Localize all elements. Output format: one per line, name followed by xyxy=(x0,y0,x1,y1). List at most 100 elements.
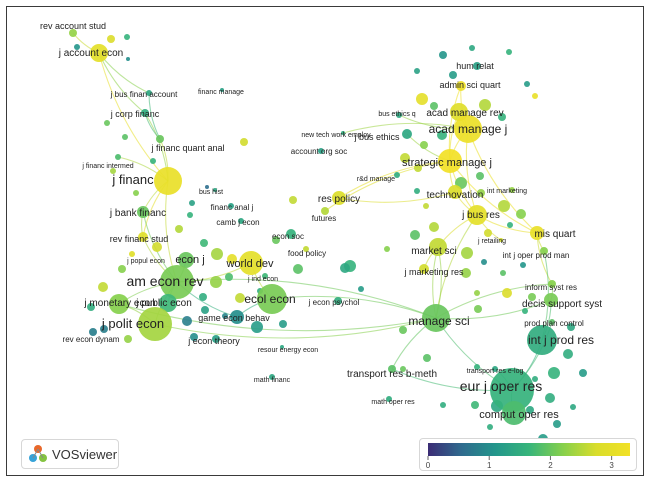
minor-node-22[interactable] xyxy=(199,293,207,301)
node-int-marketing[interactable] xyxy=(509,187,515,193)
minor-node-26[interactable] xyxy=(251,321,263,333)
node-label-j-econ-psychol[interactable]: j econ psychol xyxy=(308,298,360,307)
minor-node-47[interactable] xyxy=(430,102,438,110)
node-j-bank-financ[interactable] xyxy=(137,206,149,218)
node-label-transport-res-b-meth[interactable]: transport res b-meth xyxy=(347,369,437,380)
minor-node-3[interactable] xyxy=(126,57,130,61)
node-econ-soc[interactable] xyxy=(286,229,296,239)
node-label-strategic-manage-j[interactable]: strategic manage j xyxy=(402,157,492,169)
minor-node-74[interactable] xyxy=(474,305,482,313)
node-label-j-financ-quant-anal[interactable]: j financ quant anal xyxy=(150,143,224,153)
minor-node-28[interactable] xyxy=(222,313,228,319)
minor-node-58[interactable] xyxy=(516,209,526,219)
minor-node-11[interactable] xyxy=(187,212,193,218)
node-label-new-tech-work-employ[interactable]: new tech work employ xyxy=(301,132,371,139)
minor-node-84[interactable] xyxy=(526,406,534,414)
node-j-bus-res[interactable] xyxy=(467,205,487,225)
minor-node-29[interactable] xyxy=(293,264,303,274)
node-transport-res-b-meth[interactable] xyxy=(388,365,396,373)
minor-node-68[interactable] xyxy=(500,270,506,276)
minor-node-12[interactable] xyxy=(175,225,183,233)
node-food-policy[interactable] xyxy=(303,246,309,252)
node-label-hum-relat[interactable]: hum relat xyxy=(456,61,494,71)
minor-node-43[interactable] xyxy=(506,49,512,55)
minor-node-1[interactable] xyxy=(124,34,130,40)
node-label-eur-j-oper-res[interactable]: eur j oper res xyxy=(460,378,542,394)
minor-node-63[interactable] xyxy=(410,230,420,240)
minor-node-50[interactable] xyxy=(437,130,447,140)
minor-node-87[interactable] xyxy=(570,404,576,410)
node-label-econ-j[interactable]: econ j xyxy=(175,254,204,266)
node-label-r-d-manage[interactable]: r&d manage xyxy=(357,176,395,183)
minor-node-83[interactable] xyxy=(545,393,555,403)
minor-node-27[interactable] xyxy=(279,320,287,328)
node-prod-plan-control[interactable] xyxy=(549,319,555,325)
minor-node-35[interactable] xyxy=(240,138,248,146)
network-map[interactable]: rev account stud j account econ j bus fina… xyxy=(7,7,643,475)
minor-node-14[interactable] xyxy=(200,239,208,247)
node-hum-relat[interactable] xyxy=(473,62,481,70)
node-label-j-monetary-econ[interactable]: j monetary econ xyxy=(83,298,155,309)
node-label-camb-j-econ[interactable]: camb j econ xyxy=(216,218,259,227)
node-label-int-marketing[interactable]: int marketing xyxy=(487,188,527,195)
minor-node-52[interactable] xyxy=(400,153,410,163)
node-j-ind-econ[interactable] xyxy=(262,273,268,279)
node-label-futures[interactable]: futures xyxy=(312,214,336,223)
minor-node-42[interactable] xyxy=(469,45,475,51)
node-eur-j-oper-res[interactable] xyxy=(490,368,534,412)
node-label-j-popul-econ[interactable]: j popul econ xyxy=(126,258,165,265)
minor-node-75[interactable] xyxy=(567,323,575,331)
minor-node-55[interactable] xyxy=(476,172,484,180)
node-ecol-econ[interactable] xyxy=(257,284,287,314)
node-int-j-oper-prod-man[interactable] xyxy=(540,247,548,255)
node-label-bus-hist[interactable]: bus hist xyxy=(199,189,223,196)
node-strategic-manage-j[interactable] xyxy=(438,149,462,173)
minor-node-81[interactable] xyxy=(471,401,479,409)
node-label-j-retailing[interactable]: j retailing xyxy=(477,238,506,245)
node-label-j-public-econ[interactable]: j public econ xyxy=(135,298,192,309)
node-label-inform-syst-res[interactable]: inform syst res xyxy=(525,283,577,292)
node-financ-manage[interactable] xyxy=(220,88,224,92)
node-label-food-policy[interactable]: food policy xyxy=(288,249,326,258)
node-mis-quart[interactable] xyxy=(530,226,544,240)
minor-node-21[interactable] xyxy=(182,316,192,326)
minor-node-30[interactable] xyxy=(272,236,280,244)
node-j-bus-finan-account[interactable] xyxy=(146,90,152,96)
node-label-j-account-econ[interactable]: j account econ xyxy=(58,48,124,59)
minor-node-32[interactable] xyxy=(225,273,233,281)
minor-node-66[interactable] xyxy=(461,268,471,278)
minor-node-90[interactable] xyxy=(487,424,493,430)
minor-node-71[interactable] xyxy=(528,293,536,301)
node-label-rev-account-stud[interactable]: rev account stud xyxy=(40,21,106,31)
minor-node-64[interactable] xyxy=(423,203,429,209)
minor-node-65[interactable] xyxy=(461,247,473,259)
minor-node-7[interactable] xyxy=(110,168,116,174)
minor-node-59[interactable] xyxy=(507,222,513,228)
minor-node-4[interactable] xyxy=(104,120,110,126)
node-label-int-j-oper-prod-man[interactable]: int j oper prod man xyxy=(503,251,570,260)
minor-node-17[interactable] xyxy=(98,282,108,292)
node-transport-res-e-log[interactable] xyxy=(492,366,498,372)
minor-node-8[interactable] xyxy=(133,190,139,196)
node-label-j-bank-financ[interactable]: j bank financ xyxy=(109,208,166,219)
node-manage-sci[interactable] xyxy=(422,304,450,332)
node-new-tech-work-employ[interactable] xyxy=(341,131,345,135)
node-bus-ethics-q[interactable] xyxy=(396,112,402,118)
node-label-decis-support-syst[interactable]: decis support syst xyxy=(522,299,602,310)
node-label-resour-energy-econ[interactable]: resour energy econ xyxy=(258,347,318,354)
node-financ-anal-j[interactable] xyxy=(228,203,234,209)
node-label-j-ind-econ[interactable]: j ind econ xyxy=(247,276,278,283)
node-label-financ-anal-j[interactable]: financ anal j xyxy=(211,203,254,212)
minor-node-13[interactable] xyxy=(152,242,162,252)
node-inform-syst-res[interactable] xyxy=(548,280,556,288)
minor-node-67[interactable] xyxy=(481,259,487,265)
node-label-game-econ-behav[interactable]: game econ behav xyxy=(198,313,270,323)
minor-node-92[interactable] xyxy=(400,366,406,372)
node-comput-oper-res[interactable] xyxy=(502,401,526,425)
node-label-rev-econ-dynam[interactable]: rev econ dynam xyxy=(63,335,120,344)
minor-node-0[interactable] xyxy=(107,35,115,43)
node-label-prod-plan-control[interactable]: prod plan control xyxy=(524,319,584,328)
minor-node-37[interactable] xyxy=(289,196,297,204)
node-admin-sci-quart[interactable] xyxy=(456,81,466,91)
node-label-ecol-econ[interactable]: ecol econ xyxy=(244,292,295,306)
